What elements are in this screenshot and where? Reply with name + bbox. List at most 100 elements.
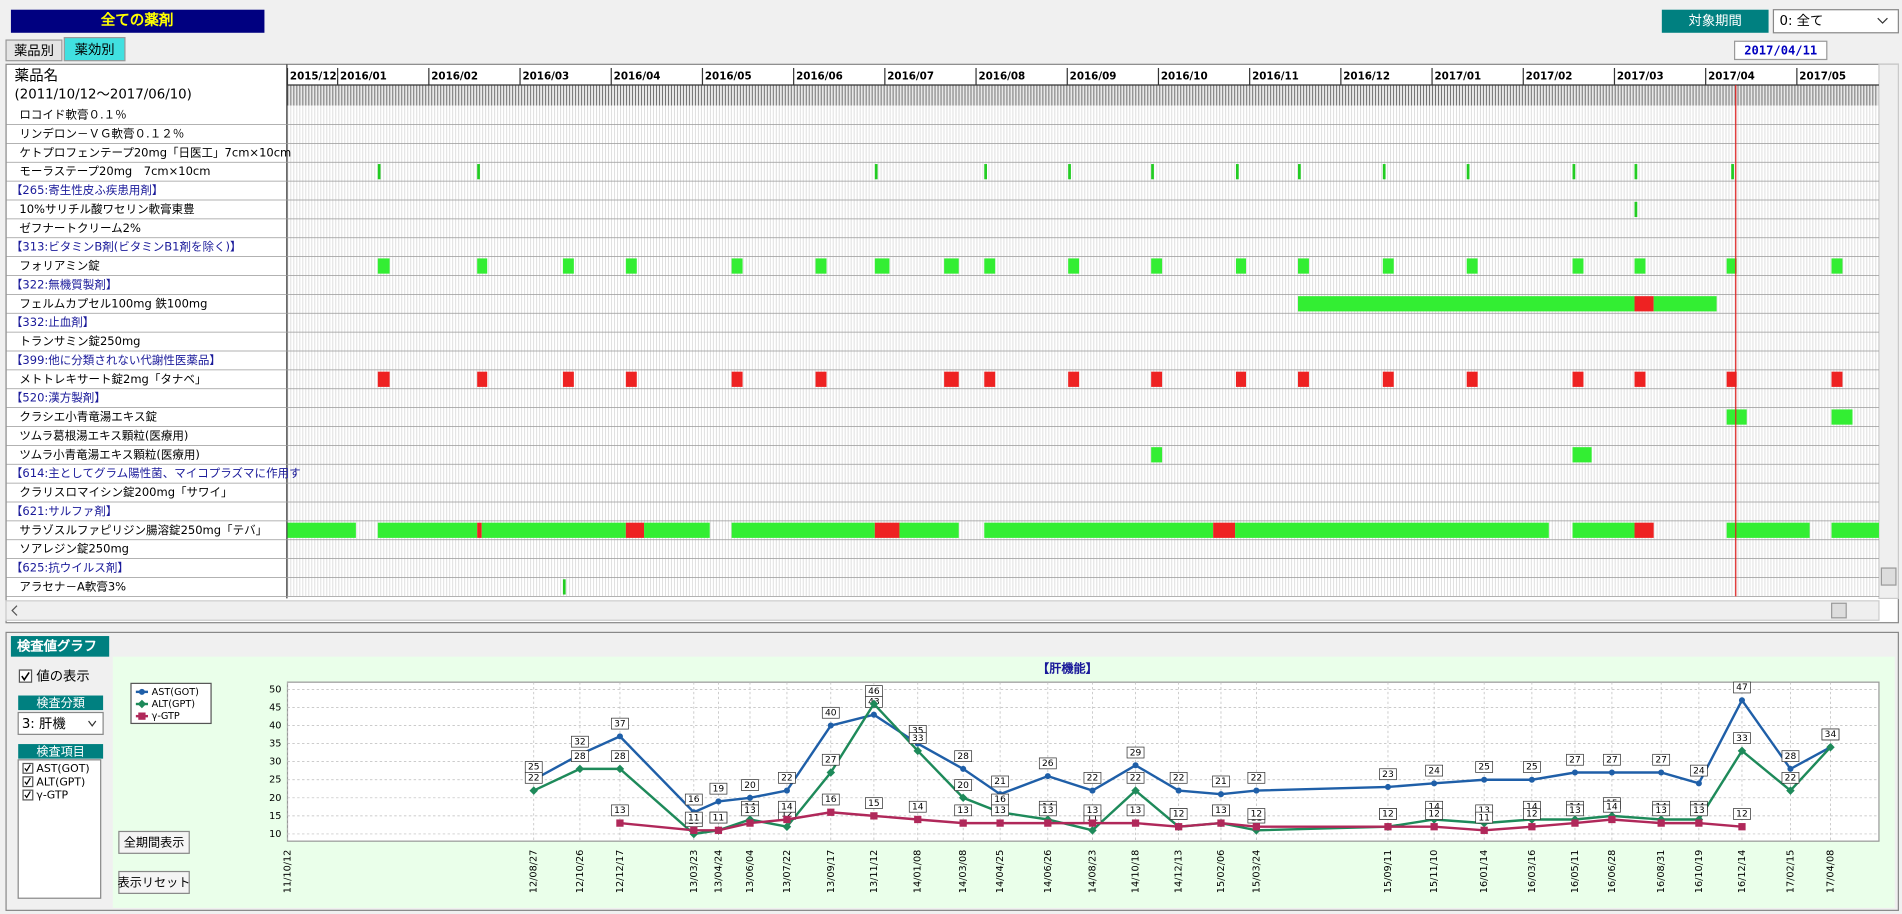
- value-label-box: [865, 685, 883, 697]
- value-label-box: [1603, 800, 1621, 813]
- value-label-box: [1126, 804, 1145, 817]
- scroll-thumb[interactable]: [1831, 602, 1847, 619]
- dose-bar: [944, 371, 959, 387]
- data-point: [958, 793, 968, 803]
- value-label-box: [524, 772, 543, 784]
- value-label-box: [954, 804, 973, 817]
- month-label: 2017/03: [1617, 70, 1664, 82]
- tab-label: 薬品別: [14, 43, 54, 59]
- scroll-left[interactable]: [11, 605, 18, 616]
- value-label-box: [1126, 746, 1145, 759]
- value-label: 22: [1087, 774, 1099, 784]
- value-label-box: [1523, 808, 1541, 820]
- value-label: 12: [1736, 810, 1748, 820]
- value-label-box: [741, 804, 759, 817]
- value-label: 22: [781, 774, 793, 784]
- dose-bar: [815, 371, 827, 387]
- category-label: 【625:抗ウイルス剤】: [11, 561, 129, 575]
- scroll-thumb[interactable]: [1880, 567, 1897, 586]
- value-label-box: [1523, 761, 1541, 773]
- x-tick-label: 16/12/14: [1737, 850, 1748, 894]
- horizontal-scrollbar[interactable]: [5, 600, 1880, 621]
- data-point: [1430, 823, 1438, 831]
- drug-label: ゼフナートクリーム2%: [19, 221, 141, 235]
- data-point: [1384, 823, 1392, 831]
- dose-bar: [874, 522, 900, 538]
- dose-bar: [377, 522, 478, 538]
- period-select[interactable]: [1772, 9, 1899, 34]
- data-point: [1175, 823, 1183, 831]
- value-label-box: [908, 800, 927, 813]
- dose-bar: [562, 579, 566, 595]
- category-label: 【399:他に分類されない代謝性医薬品】: [11, 353, 221, 367]
- dose-bar: [1068, 164, 1071, 180]
- value-label-box: [954, 779, 973, 791]
- x-tick-label: 12/10/26: [575, 850, 586, 894]
- data-point: [1571, 769, 1579, 776]
- dose-bar: [1634, 258, 1646, 274]
- value-label-box: [821, 793, 840, 806]
- value-label: 25: [528, 763, 540, 773]
- data-point: [616, 819, 624, 827]
- value-label: 21: [994, 777, 1006, 787]
- value-label-box: [991, 804, 1009, 817]
- x-tick-label: 14/12/13: [1174, 850, 1185, 894]
- month-label: 2017/01: [1434, 70, 1481, 82]
- month-label: 2017/02: [1526, 70, 1573, 82]
- value-label: 13: [1478, 806, 1490, 816]
- month-label: 2017/05: [1799, 70, 1846, 82]
- column-title: 薬品名: [15, 67, 59, 84]
- dose-bar: [625, 522, 645, 538]
- dose-bar: [477, 371, 488, 387]
- drug-label: ケトプロフェンテープ20mg「日医工」7cm×10cm: [19, 145, 291, 159]
- category-label: 【265:寄生性皮ふ疾患用剤】: [11, 183, 163, 197]
- value-label: 16: [994, 795, 1006, 805]
- value-label: 11: [1087, 813, 1099, 823]
- value-label: 12: [1251, 810, 1263, 820]
- data-point: [870, 812, 878, 820]
- dose-bar: [477, 522, 482, 538]
- value-label-box: [1425, 808, 1443, 820]
- tab-active[interactable]: [63, 37, 126, 62]
- data-point: [1695, 780, 1702, 787]
- value-label-box: [611, 717, 629, 730]
- value-label: 40: [825, 709, 837, 719]
- dose-bar: [1634, 522, 1654, 538]
- value-label-box: [1247, 772, 1266, 784]
- month-label: 2016/03: [522, 70, 569, 82]
- month-label: 2016/11: [1252, 70, 1299, 82]
- check: [21, 672, 30, 682]
- x-tick-label: 14/06/26: [1043, 850, 1054, 894]
- x-tick-label: 13/09/17: [826, 850, 837, 894]
- category-select[interactable]: [17, 711, 104, 735]
- dose-bar: [562, 258, 574, 274]
- checkbox[interactable]: [18, 669, 33, 683]
- value-label: 35: [912, 727, 924, 737]
- value-label: 12: [1428, 810, 1440, 820]
- value-label: 13: [1042, 806, 1054, 816]
- dose-bar: [874, 164, 878, 180]
- button[interactable]: [118, 830, 190, 854]
- value-label: 33: [1736, 734, 1748, 744]
- tab[interactable]: [5, 39, 63, 62]
- value-label-box: [1566, 753, 1584, 766]
- date-box: [1733, 40, 1828, 61]
- data-point: [1131, 819, 1140, 827]
- data-point: [1044, 773, 1051, 780]
- dose-bar: [1151, 164, 1154, 180]
- value-label: 22: [1251, 774, 1263, 784]
- button[interactable]: [118, 870, 190, 894]
- vertical-scrollbar[interactable]: [1878, 63, 1899, 600]
- legend-label: AST(GOT): [152, 687, 199, 698]
- x-tick-label: 16/08/31: [1656, 850, 1667, 894]
- dose-bar: [1297, 371, 1309, 387]
- value-label: 12: [781, 810, 793, 820]
- value-label-box: [1169, 772, 1188, 784]
- drug-label: リンデロン－ＶＧ軟膏０.１２％: [19, 126, 184, 140]
- panel-title-box: [10, 636, 110, 657]
- dose-bar: [1382, 258, 1394, 274]
- data-point: [960, 765, 967, 772]
- x-tick-label: 16/06/28: [1607, 850, 1618, 894]
- value-label: 13: [1569, 806, 1581, 816]
- dose-bar: [874, 258, 890, 274]
